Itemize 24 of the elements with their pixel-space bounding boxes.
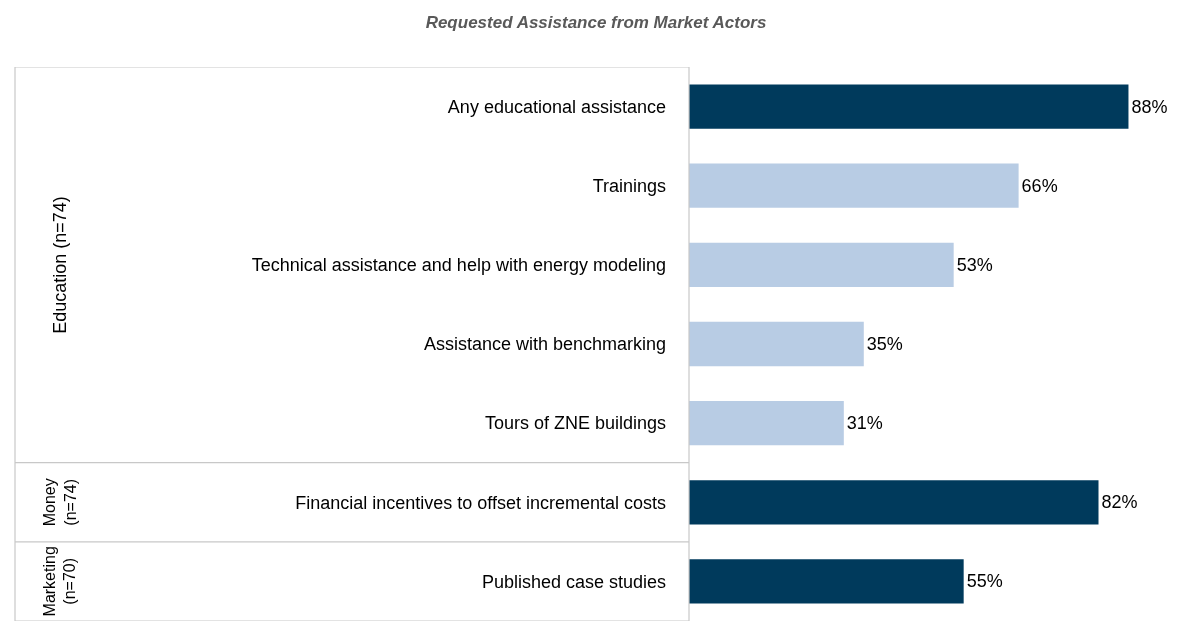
bar: [689, 242, 954, 288]
chart-title: Requested Assistance from Market Actors: [425, 12, 767, 32]
data-label: 35%: [866, 334, 903, 354]
y-tick-label: Financial incentives to offset incremental costs: [295, 492, 666, 513]
y-tick-label: Tours of ZNE buildings: [484, 413, 666, 434]
y-tick-label: Technical assistance and help with energy modeling: [251, 255, 666, 276]
bar: [689, 400, 844, 446]
data-label: 82%: [1101, 492, 1138, 513]
data-label: 55%: [966, 571, 1003, 592]
y-tick-label: Published case studies: [481, 571, 666, 592]
data-label: 53%: [956, 254, 993, 275]
bar: [689, 559, 964, 604]
text: Education (n=74): [50, 196, 71, 334]
data-label: 88%: [1131, 96, 1168, 117]
text: Marketing (n=70): [40, 546, 79, 617]
text: Money (n=74): [40, 478, 79, 527]
bar: [689, 480, 1099, 525]
data-label: 31%: [846, 413, 883, 434]
y-tick-label: Assistance with benchmarking: [423, 334, 666, 355]
bar: [689, 321, 864, 367]
data-label: 66%: [1021, 175, 1058, 196]
bar: [689, 163, 1019, 208]
y-tick-label: Trainings: [592, 176, 666, 197]
y-tick-label: Any educational assistance: [447, 96, 666, 117]
